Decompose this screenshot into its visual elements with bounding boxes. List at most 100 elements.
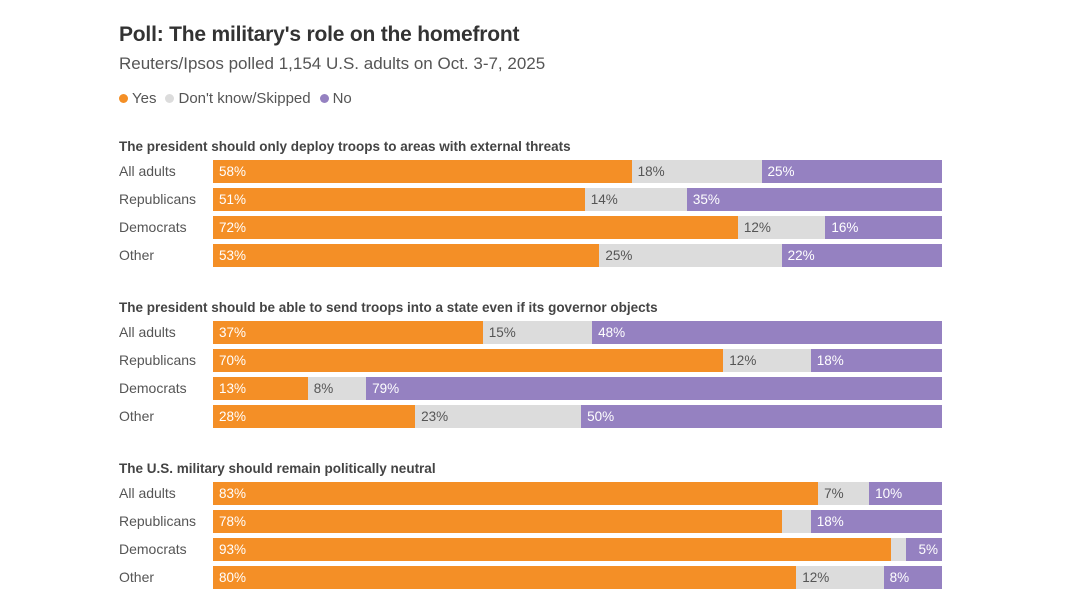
stacked-bar: 80% 12% 8% [213,565,942,589]
legend-swatch-no [319,93,329,103]
category-label: Other [119,569,155,585]
bar-segment-yes: 72% [213,215,738,239]
stacked-bar: 72% 12% 16% [213,215,942,239]
bar-segment-yes: 58% [213,159,632,183]
bar-segment-dont-know [781,509,811,533]
bar-segment-no: 18% [810,348,942,372]
bar-segment-no: 18% [810,509,942,533]
data-label: 8% [313,380,334,396]
bar-row: Democrats 13% 8% 79% [119,374,942,402]
data-label: 53% [219,247,247,263]
bar-segment-dont-know: 12% [723,348,811,372]
bar-segment-dont-know: 25% [599,243,782,267]
bar-segment-no: 35% [686,187,942,211]
data-label: 93% [219,541,247,557]
bar-segment-no: 25% [761,159,942,183]
panel-governor-objects: The president should be able to send tro… [119,298,942,430]
legend-item-yes: Yes [119,90,156,107]
bar-row: All adults 58% 18% 25% [119,157,942,185]
category-label: All adults [119,163,176,179]
panel-title: The U.S. military should remain politica… [119,461,436,476]
chart-subtitle: Reuters/Ipsos polled 1,154 U.S. adults o… [119,54,546,73]
data-label: 35% [692,191,720,207]
bar-segment-no: 50% [581,404,942,428]
data-label: 12% [802,569,830,585]
legend: Yes Don't know/Skipped No [119,88,942,108]
stacked-bar: 28% 23% 50% [213,404,942,428]
data-label: 7% [824,485,844,501]
data-label: 12% [743,219,771,235]
stacked-bar: 93% 5% [213,537,942,561]
bar-segment-dont-know: 18% [631,159,762,183]
data-label: 5% [918,541,938,557]
data-label: 28% [219,408,247,424]
data-label: 37% [219,324,247,340]
bar-row: Republicans 51% 14% 35% [119,185,942,213]
data-label: 23% [421,408,449,424]
data-label: 51% [219,191,247,207]
panel-politically-neutral: The U.S. military should remain politica… [119,459,942,591]
data-label: 16% [831,219,859,235]
data-label: 15% [488,324,516,340]
data-label: 83% [219,485,247,501]
stacked-bar: 58% 18% 25% [213,159,942,183]
bar-row: All adults 83% 7% 10% [119,479,942,507]
bar-row: Other 53% 25% 22% [119,241,942,269]
legend-label-no: No [332,89,352,107]
bar-row: Democrats 72% 12% 16% [119,213,942,241]
stacked-bar: 70% 12% 18% [213,348,942,372]
stacked-bar: 51% 14% 35% [213,187,942,211]
data-label: 18% [816,352,844,368]
bar-row: Republicans 78% 18% [119,507,942,535]
bar-segment-yes: 93% [213,537,891,561]
bar-segment-dont-know: 12% [796,565,884,589]
category-label: Democrats [119,380,187,396]
data-label: 25% [605,247,633,263]
stacked-bar: 13% 8% 79% [213,376,942,400]
bar-segment-no: 22% [781,243,942,267]
bar-row: All adults 37% 15% 48% [119,318,942,346]
category-label: All adults [119,324,176,340]
data-label: 18% [637,163,665,179]
category-label: Democrats [119,541,187,557]
bar-segment-dont-know: 12% [737,215,826,239]
bar-segment-no: 79% [366,376,942,400]
bar-row: Democrats 93% 5% [119,535,942,563]
chart-title: Poll: The military's role on the homefro… [119,23,520,46]
category-label: Democrats [119,219,187,235]
data-label: 10% [875,485,903,501]
data-label: 70% [219,352,247,368]
bar-segment-dont-know: 15% [482,320,593,344]
bar-segment-no: 5% [905,537,942,561]
bar-segment-dont-know: 23% [415,404,582,428]
bar-segment-no: 8% [883,565,942,589]
panel-title: The president should be able to send tro… [119,300,658,315]
category-label: Republicans [119,513,197,529]
legend-label-dont-know: Don't know/Skipped [178,89,311,107]
data-label: 8% [889,569,910,585]
category-label: Republicans [119,352,197,368]
data-label: 48% [598,324,626,340]
bar-segment-yes: 37% [213,320,483,344]
bar-segment-yes: 53% [213,243,600,267]
data-label: 12% [729,352,757,368]
bar-segment-yes: 51% [213,187,585,211]
bar-segment-yes: 78% [213,509,782,533]
bar-segment-dont-know [890,537,906,561]
legend-item-no: No [319,89,352,107]
data-label: 18% [816,513,844,529]
stacked-bar: 78% 18% [213,509,942,533]
data-label: 22% [787,247,815,263]
legend-item-dont-know: Don't know/Skipped [165,89,311,107]
bar-segment-yes: 70% [213,348,724,372]
category-label: Republicans [119,191,197,207]
legend-label-yes: Yes [132,89,157,107]
data-label: 13% [219,380,247,396]
chart-container: Poll: The military's role on the homefro… [119,20,942,108]
bar-segment-dont-know: 7% [818,481,870,505]
stacked-bar: 37% 15% 48% [213,320,942,344]
category-label: Other [119,247,155,263]
data-label: 58% [219,163,247,179]
bar-row: Other 28% 23% 50% [119,402,942,430]
bar-segment-no: 16% [825,215,942,239]
